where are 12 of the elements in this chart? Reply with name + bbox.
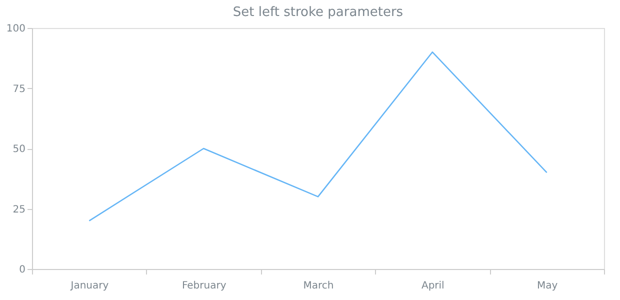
x-tick-label: January — [70, 280, 109, 292]
chart-title: Set left stroke parameters — [232, 5, 404, 20]
x-tick-label: March — [303, 280, 334, 292]
y-tick-label: 25 — [12, 204, 26, 216]
y-tick-label: 75 — [12, 84, 26, 95]
y-tick-label: 50 — [12, 144, 26, 155]
x-tick-label: May — [536, 280, 558, 292]
x-tick-label: April — [421, 280, 444, 292]
line-series — [88, 51, 548, 222]
y-tick-label: 0 — [19, 264, 26, 276]
x-tick-label: February — [182, 280, 226, 292]
y-tick-label: 100 — [6, 24, 26, 34]
